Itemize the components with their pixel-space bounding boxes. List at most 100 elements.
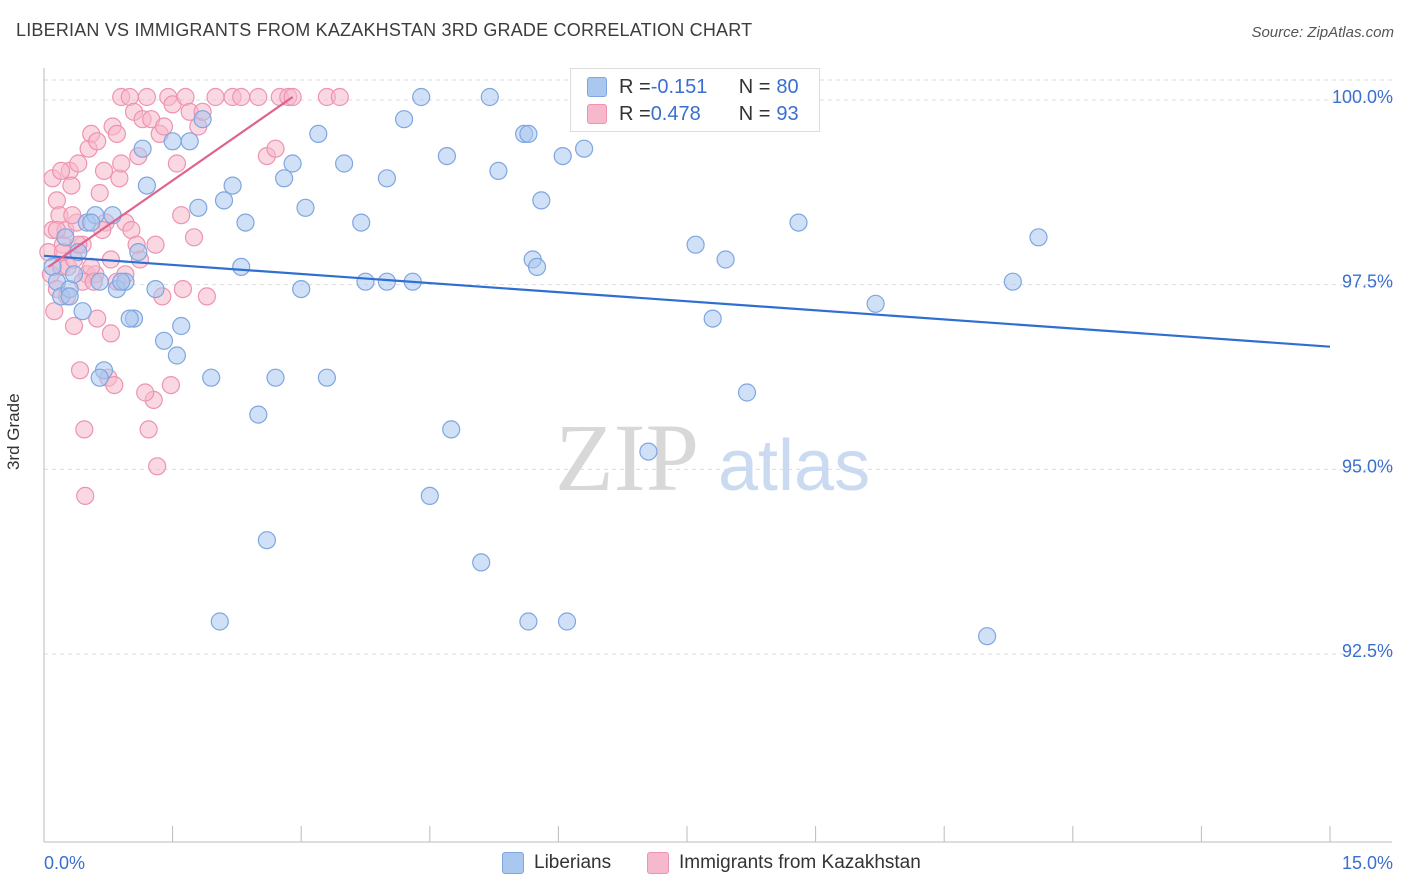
- kazakhstan-point: [105, 376, 124, 395]
- liberian-point: [133, 139, 152, 158]
- liberian-point: [489, 161, 508, 180]
- liberian-point: [480, 87, 499, 107]
- data-points: [39, 87, 1048, 646]
- liberian-point: [686, 235, 705, 254]
- kazakhstan-point: [148, 457, 167, 476]
- liberian-point: [137, 176, 156, 195]
- r-label: R =: [619, 102, 651, 125]
- liberian-point: [377, 272, 396, 291]
- liberian-point: [172, 316, 191, 336]
- liberian-point: [866, 294, 885, 313]
- y-tick-label: 100.0%: [1332, 87, 1393, 107]
- series-legend: Liberians Immigrants from Kazakhstan: [0, 852, 1406, 878]
- liberian-point: [553, 147, 572, 166]
- liberian-point: [56, 228, 75, 247]
- liberian-point: [292, 280, 311, 299]
- liberian-point: [90, 272, 109, 291]
- watermark-atlas: atlas: [718, 426, 870, 506]
- liberian-point: [356, 272, 375, 291]
- liberian-point: [309, 124, 328, 143]
- liberian-point: [146, 280, 165, 299]
- liberian-point: [737, 383, 757, 402]
- liberian-point: [296, 198, 315, 217]
- liberian-point: [527, 257, 547, 276]
- r-label: R =: [619, 75, 651, 98]
- kazakhstan-point: [90, 183, 109, 203]
- r-value: -0.151: [650, 75, 708, 98]
- kazakhstan-point: [47, 191, 67, 210]
- liberian-point: [249, 405, 268, 424]
- liberian-point: [129, 243, 148, 262]
- liberian-point: [1003, 272, 1022, 291]
- liberian-point: [257, 531, 276, 550]
- liberian-point: [167, 346, 186, 365]
- tick-labels: 92.5% 95.0% 97.5% 100.0% 0.0% 15.0%: [44, 87, 1393, 873]
- liberian-point: [395, 110, 414, 129]
- liberian-point: [574, 139, 594, 158]
- kazakhstan-point: [70, 361, 90, 380]
- liberian-point: [519, 124, 538, 143]
- kazakhstan-point: [94, 161, 114, 180]
- kazakhstan-point: [172, 206, 191, 225]
- n-value: 93: [776, 102, 799, 125]
- kazakhstan-point: [184, 228, 204, 247]
- liberian-point: [112, 272, 131, 291]
- kazakhstan-point: [64, 316, 84, 336]
- liberian-point: [214, 191, 234, 210]
- n-label: N =: [738, 102, 771, 125]
- liberian-point: [189, 198, 208, 217]
- chart-source: Source: ZipAtlas.com: [1251, 24, 1394, 41]
- legend-item-liberians[interactable]: Liberians: [502, 852, 611, 874]
- y-tick-label: 95.0%: [1342, 456, 1393, 476]
- liberian-point: [977, 627, 997, 646]
- kazakhstan-point: [51, 161, 71, 180]
- x-tick-label: 15.0%: [1342, 853, 1393, 873]
- liberian-point: [352, 213, 371, 232]
- kazakhstan-point: [161, 376, 180, 395]
- kazakhstan-point: [45, 302, 64, 321]
- liberian-point: [703, 309, 722, 328]
- kazakhstan-point: [330, 87, 349, 107]
- grid-lines: [44, 79, 1392, 655]
- kazakhstan-point: [112, 154, 131, 173]
- kazakhstan-point: [266, 139, 285, 158]
- kazakhstan-swatch: [587, 104, 607, 124]
- liberian-point: [532, 191, 551, 210]
- kazakhstan-point: [137, 87, 156, 107]
- kazakhstan-trend-line: [47, 96, 294, 268]
- kazakhstan-point: [249, 87, 268, 107]
- liberian-point: [193, 110, 212, 129]
- liberian-point: [1029, 228, 1048, 247]
- liberian-point: [283, 154, 302, 173]
- liberian-point: [437, 147, 456, 166]
- kazakhstan-point: [136, 383, 155, 402]
- axes: [43, 68, 1392, 843]
- liberian-point: [377, 169, 396, 188]
- chart-title: LIBERIAN VS IMMIGRANTS FROM KAZAKHSTAN 3…: [16, 20, 753, 40]
- liberian-point: [64, 265, 84, 284]
- watermark-zip: ZIP: [555, 404, 699, 511]
- kazakhstan-point: [154, 117, 174, 136]
- liberian-point: [789, 213, 808, 232]
- legend-item-kazakhstan[interactable]: Immigrants from Kazakhstan: [647, 852, 921, 874]
- kazakhstan-point: [197, 287, 216, 306]
- liberian-point: [154, 331, 174, 350]
- n-label: N =: [738, 75, 771, 98]
- liberian-point: [210, 612, 229, 631]
- y-tick-label: 92.5%: [1342, 641, 1393, 661]
- stats-row-liberians: R = -0.151 N = 80: [587, 75, 799, 99]
- legend-label-kazakhstan: Immigrants from Kazakhstan: [679, 852, 921, 873]
- kazakhstan-point: [82, 257, 101, 276]
- kazakhstan-point: [88, 309, 107, 328]
- liberians-legend-swatch: [502, 852, 524, 874]
- kazakhstan-point: [146, 235, 165, 254]
- liberian-point: [639, 442, 658, 461]
- kazakhstan-point: [139, 420, 158, 439]
- y-tick-label: 97.5%: [1342, 272, 1393, 292]
- liberian-point: [82, 213, 101, 232]
- liberian-point: [335, 154, 354, 173]
- liberian-point: [519, 612, 538, 631]
- watermark: ZIP atlas: [555, 404, 870, 511]
- kazakhstan-point: [232, 87, 251, 107]
- liberian-point: [73, 302, 92, 321]
